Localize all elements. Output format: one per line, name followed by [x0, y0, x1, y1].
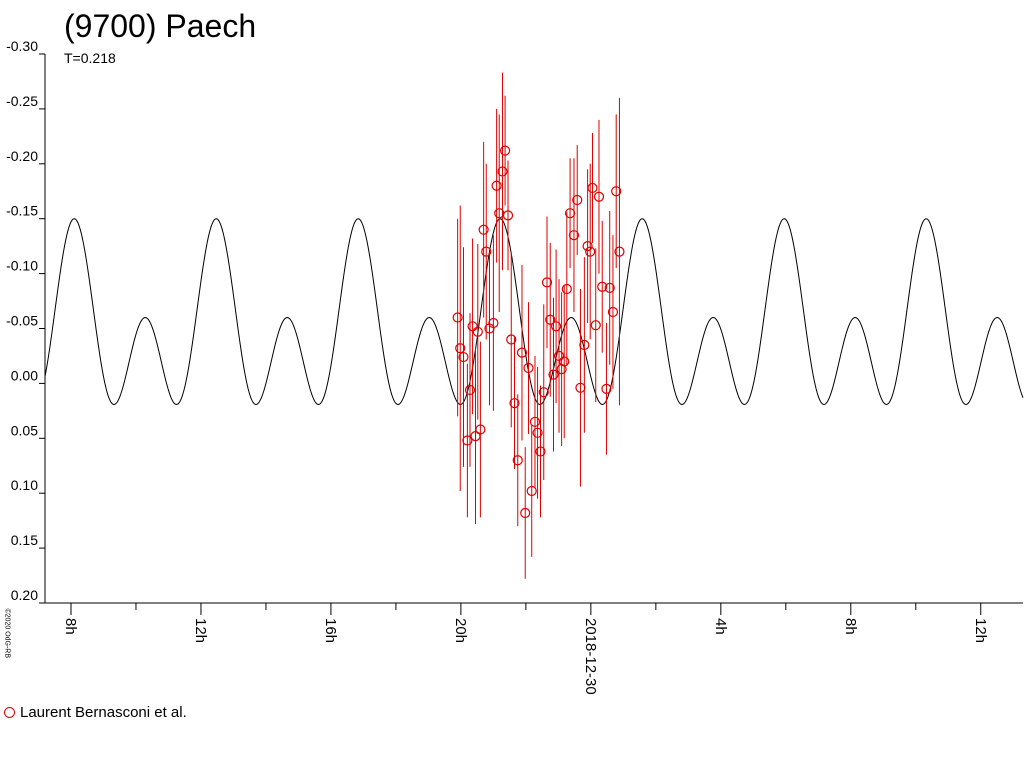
- data-point: [506, 334, 517, 345]
- data-point: [535, 446, 546, 457]
- y-tick-label: -0.10: [6, 258, 38, 274]
- y-tick-label: -0.15: [6, 203, 38, 219]
- legend-label: Laurent Bernasconi et al.: [20, 704, 187, 721]
- y-tick-label: 0.15: [11, 532, 38, 548]
- data-point: [529, 416, 541, 427]
- data-point: [478, 224, 489, 235]
- data-point: [532, 427, 543, 438]
- legend: Laurent Bernasconi et al.: [4, 704, 187, 721]
- legend-circle-icon: [4, 707, 15, 718]
- data-point: [561, 283, 572, 295]
- x-tick-label: 20h: [452, 618, 469, 643]
- data-point: [523, 362, 534, 374]
- data-point: [516, 347, 528, 358]
- data-point: [585, 246, 596, 257]
- data-point: [550, 321, 562, 332]
- data-point: [520, 507, 531, 519]
- y-tick-label: -0.20: [6, 148, 38, 164]
- data-point: [455, 343, 466, 354]
- data-point: [512, 455, 523, 466]
- data-point: [590, 320, 601, 331]
- data-point: [491, 180, 502, 191]
- data-point: [538, 387, 549, 398]
- data-point: [604, 282, 615, 293]
- x-tick-label: 16h: [322, 618, 339, 643]
- x-tick-label: 4h: [712, 618, 729, 635]
- data-point: [607, 306, 619, 318]
- data-point: [472, 326, 483, 337]
- data-point: [572, 194, 583, 206]
- data-point: [467, 321, 478, 332]
- data-point: [475, 424, 486, 435]
- data-point: [526, 485, 537, 497]
- data-point: [502, 210, 514, 221]
- data-point: [579, 339, 590, 351]
- data-point: [452, 312, 463, 323]
- observations-group: [452, 72, 625, 579]
- data-point: [481, 246, 492, 257]
- data-point: [509, 398, 520, 409]
- data-point: [464, 384, 476, 396]
- y-tick-label: 0.20: [11, 587, 38, 603]
- model-curve: [44, 218, 1024, 406]
- data-point: [499, 145, 511, 156]
- x-tick-label: 8h: [62, 618, 79, 635]
- y-tick-label: 0.00: [11, 367, 38, 383]
- axes: -0.30 -0.25 -0.20 -0.15 -0.10 -0.05 0.00 0.05 0.…: [6, 38, 1023, 695]
- data-point: [545, 314, 556, 325]
- data-point: [582, 241, 593, 252]
- data-point: [497, 166, 508, 177]
- x-tick-label: 12h: [972, 618, 989, 643]
- x-tick-label: 8h: [842, 618, 859, 635]
- y-tick-label: -0.30: [6, 38, 38, 54]
- data-point: [575, 382, 586, 393]
- data-point: [553, 350, 565, 362]
- x-tick-label: 12h: [192, 618, 209, 643]
- data-point: [614, 246, 625, 257]
- data-point: [568, 230, 580, 241]
- data-point: [597, 281, 608, 292]
- data-point: [593, 191, 605, 202]
- data-point: [564, 208, 576, 219]
- y-tick-label: 0.05: [11, 422, 38, 438]
- chart-title: (9700) Paech: [64, 8, 257, 44]
- data-point: [611, 186, 622, 197]
- data-point: [458, 351, 469, 363]
- data-point: [541, 277, 553, 288]
- data-point: [548, 369, 559, 380]
- data-point: [601, 383, 612, 394]
- data-point: [462, 435, 473, 446]
- y-tick-label: -0.05: [6, 313, 38, 329]
- data-point: [587, 182, 598, 194]
- data-point: [488, 317, 499, 329]
- copyright-text: ©2020 OdG-RB: [3, 608, 11, 659]
- period-label: T=0.218: [64, 50, 116, 66]
- y-tick-label: 0.10: [11, 477, 38, 493]
- data-point: [559, 356, 570, 367]
- model-curve-group: [44, 218, 1024, 406]
- y-tick-label: -0.25: [6, 93, 38, 109]
- x-tick-label: 2018-12-30: [582, 618, 599, 695]
- data-point: [556, 364, 567, 375]
